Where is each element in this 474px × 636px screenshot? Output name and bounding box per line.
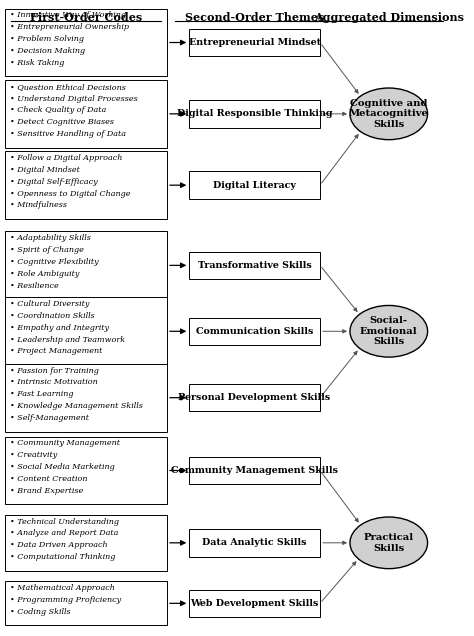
Text: • Innovative Way of Working: • Innovative Way of Working [9,11,126,20]
Text: • Technical Understanding: • Technical Understanding [9,518,119,526]
Text: Data Analytic Skills: Data Analytic Skills [202,538,307,548]
Text: • Programming Proficiency: • Programming Proficiency [9,596,121,604]
Text: Personal Development Skills: Personal Development Skills [179,393,331,402]
FancyBboxPatch shape [189,590,320,617]
FancyBboxPatch shape [189,100,320,128]
Text: • Coordination Skills: • Coordination Skills [9,312,94,320]
Text: Second-Order Themes: Second-Order Themes [185,11,324,22]
FancyBboxPatch shape [189,29,320,56]
Text: • Resilience: • Resilience [9,282,58,289]
Text: • Social Media Marketing: • Social Media Marketing [9,463,114,471]
Text: • Creativity: • Creativity [9,452,57,459]
Text: • Brand Expertise: • Brand Expertise [9,487,83,495]
Text: • Digital Self-Efficacy: • Digital Self-Efficacy [9,177,97,186]
Text: Digital Responsible Thinking: Digital Responsible Thinking [177,109,332,118]
Text: Social-
Emotional
Skills: Social- Emotional Skills [360,316,418,346]
FancyBboxPatch shape [5,80,167,148]
Text: • Leadership and Teamwork: • Leadership and Teamwork [9,336,125,343]
FancyBboxPatch shape [5,8,167,76]
Text: • Understand Digital Processes: • Understand Digital Processes [9,95,137,102]
Text: • Role Ambiguity: • Role Ambiguity [9,270,79,278]
Text: Practical
Skills: Practical Skills [364,533,414,553]
Text: • Digital Mindset: • Digital Mindset [9,166,80,174]
Text: • Cognitive Flexibility: • Cognitive Flexibility [9,258,98,266]
Text: First-Order Codes: First-Order Codes [30,11,142,22]
FancyBboxPatch shape [189,529,320,556]
FancyBboxPatch shape [189,457,320,484]
Text: • Spirit of Change: • Spirit of Change [9,246,83,254]
Text: • Detect Cognitive Biases: • Detect Cognitive Biases [9,118,114,126]
Text: • Entrepreneurial Ownership: • Entrepreneurial Ownership [9,24,128,31]
Text: • Cultural Diversity: • Cultural Diversity [9,300,89,308]
Text: • Knowledge Management Skills: • Knowledge Management Skills [9,402,143,410]
Ellipse shape [350,88,428,140]
Text: • Intrinsic Motivation: • Intrinsic Motivation [9,378,97,387]
Text: • Check Quality of Data: • Check Quality of Data [9,106,106,114]
Text: Digital Literacy: Digital Literacy [213,181,296,190]
Text: • Risk Taking: • Risk Taking [9,59,64,67]
Text: • Sensitive Handling of Data: • Sensitive Handling of Data [9,130,126,138]
FancyBboxPatch shape [189,384,320,411]
Text: • Mathematical Approach: • Mathematical Approach [9,584,114,592]
Text: • Follow a Digital Approach: • Follow a Digital Approach [9,154,122,162]
Text: • Decision Making: • Decision Making [9,47,85,55]
Text: • Community Management: • Community Management [9,439,119,448]
Text: • Question Ethical Decisions: • Question Ethical Decisions [9,83,126,91]
Text: • Fast Learning: • Fast Learning [9,391,73,398]
Text: • Computational Thinking: • Computational Thinking [9,553,115,561]
Text: • Coding Skills: • Coding Skills [9,607,70,616]
FancyBboxPatch shape [189,171,320,199]
FancyBboxPatch shape [5,232,167,300]
Text: • Adaptability Skills: • Adaptability Skills [9,234,91,242]
FancyBboxPatch shape [5,515,167,571]
FancyBboxPatch shape [189,317,320,345]
FancyBboxPatch shape [5,151,167,219]
FancyBboxPatch shape [5,364,167,432]
Text: Web Development Skills: Web Development Skills [191,599,319,608]
FancyBboxPatch shape [5,298,167,365]
FancyBboxPatch shape [189,252,320,279]
Text: Aggregated Dimensions: Aggregated Dimensions [314,11,464,22]
Text: • Analyze and Report Data: • Analyze and Report Data [9,530,118,537]
Text: Transformative Skills: Transformative Skills [198,261,311,270]
Text: • Content Creation: • Content Creation [9,475,87,483]
Text: • Data Driven Approach: • Data Driven Approach [9,541,107,550]
FancyBboxPatch shape [5,581,167,625]
Text: Entrepreneurial Mindset: Entrepreneurial Mindset [189,38,321,47]
Text: • Mindfulness: • Mindfulness [9,202,66,209]
Text: • Self-Management: • Self-Management [9,414,89,422]
FancyBboxPatch shape [5,436,167,504]
Text: Community Management Skills: Community Management Skills [171,466,338,475]
Ellipse shape [350,517,428,569]
Ellipse shape [350,305,428,357]
Text: Cognitive and
Metacognitive
Skills: Cognitive and Metacognitive Skills [349,99,428,128]
Text: • Problem Solving: • Problem Solving [9,35,83,43]
Text: • Passion for Training: • Passion for Training [9,366,99,375]
Text: • Empathy and Integrity: • Empathy and Integrity [9,324,109,332]
Text: • Project Management: • Project Management [9,347,102,356]
Text: • Openness to Digital Change: • Openness to Digital Change [9,190,130,198]
Text: Communication Skills: Communication Skills [196,327,313,336]
